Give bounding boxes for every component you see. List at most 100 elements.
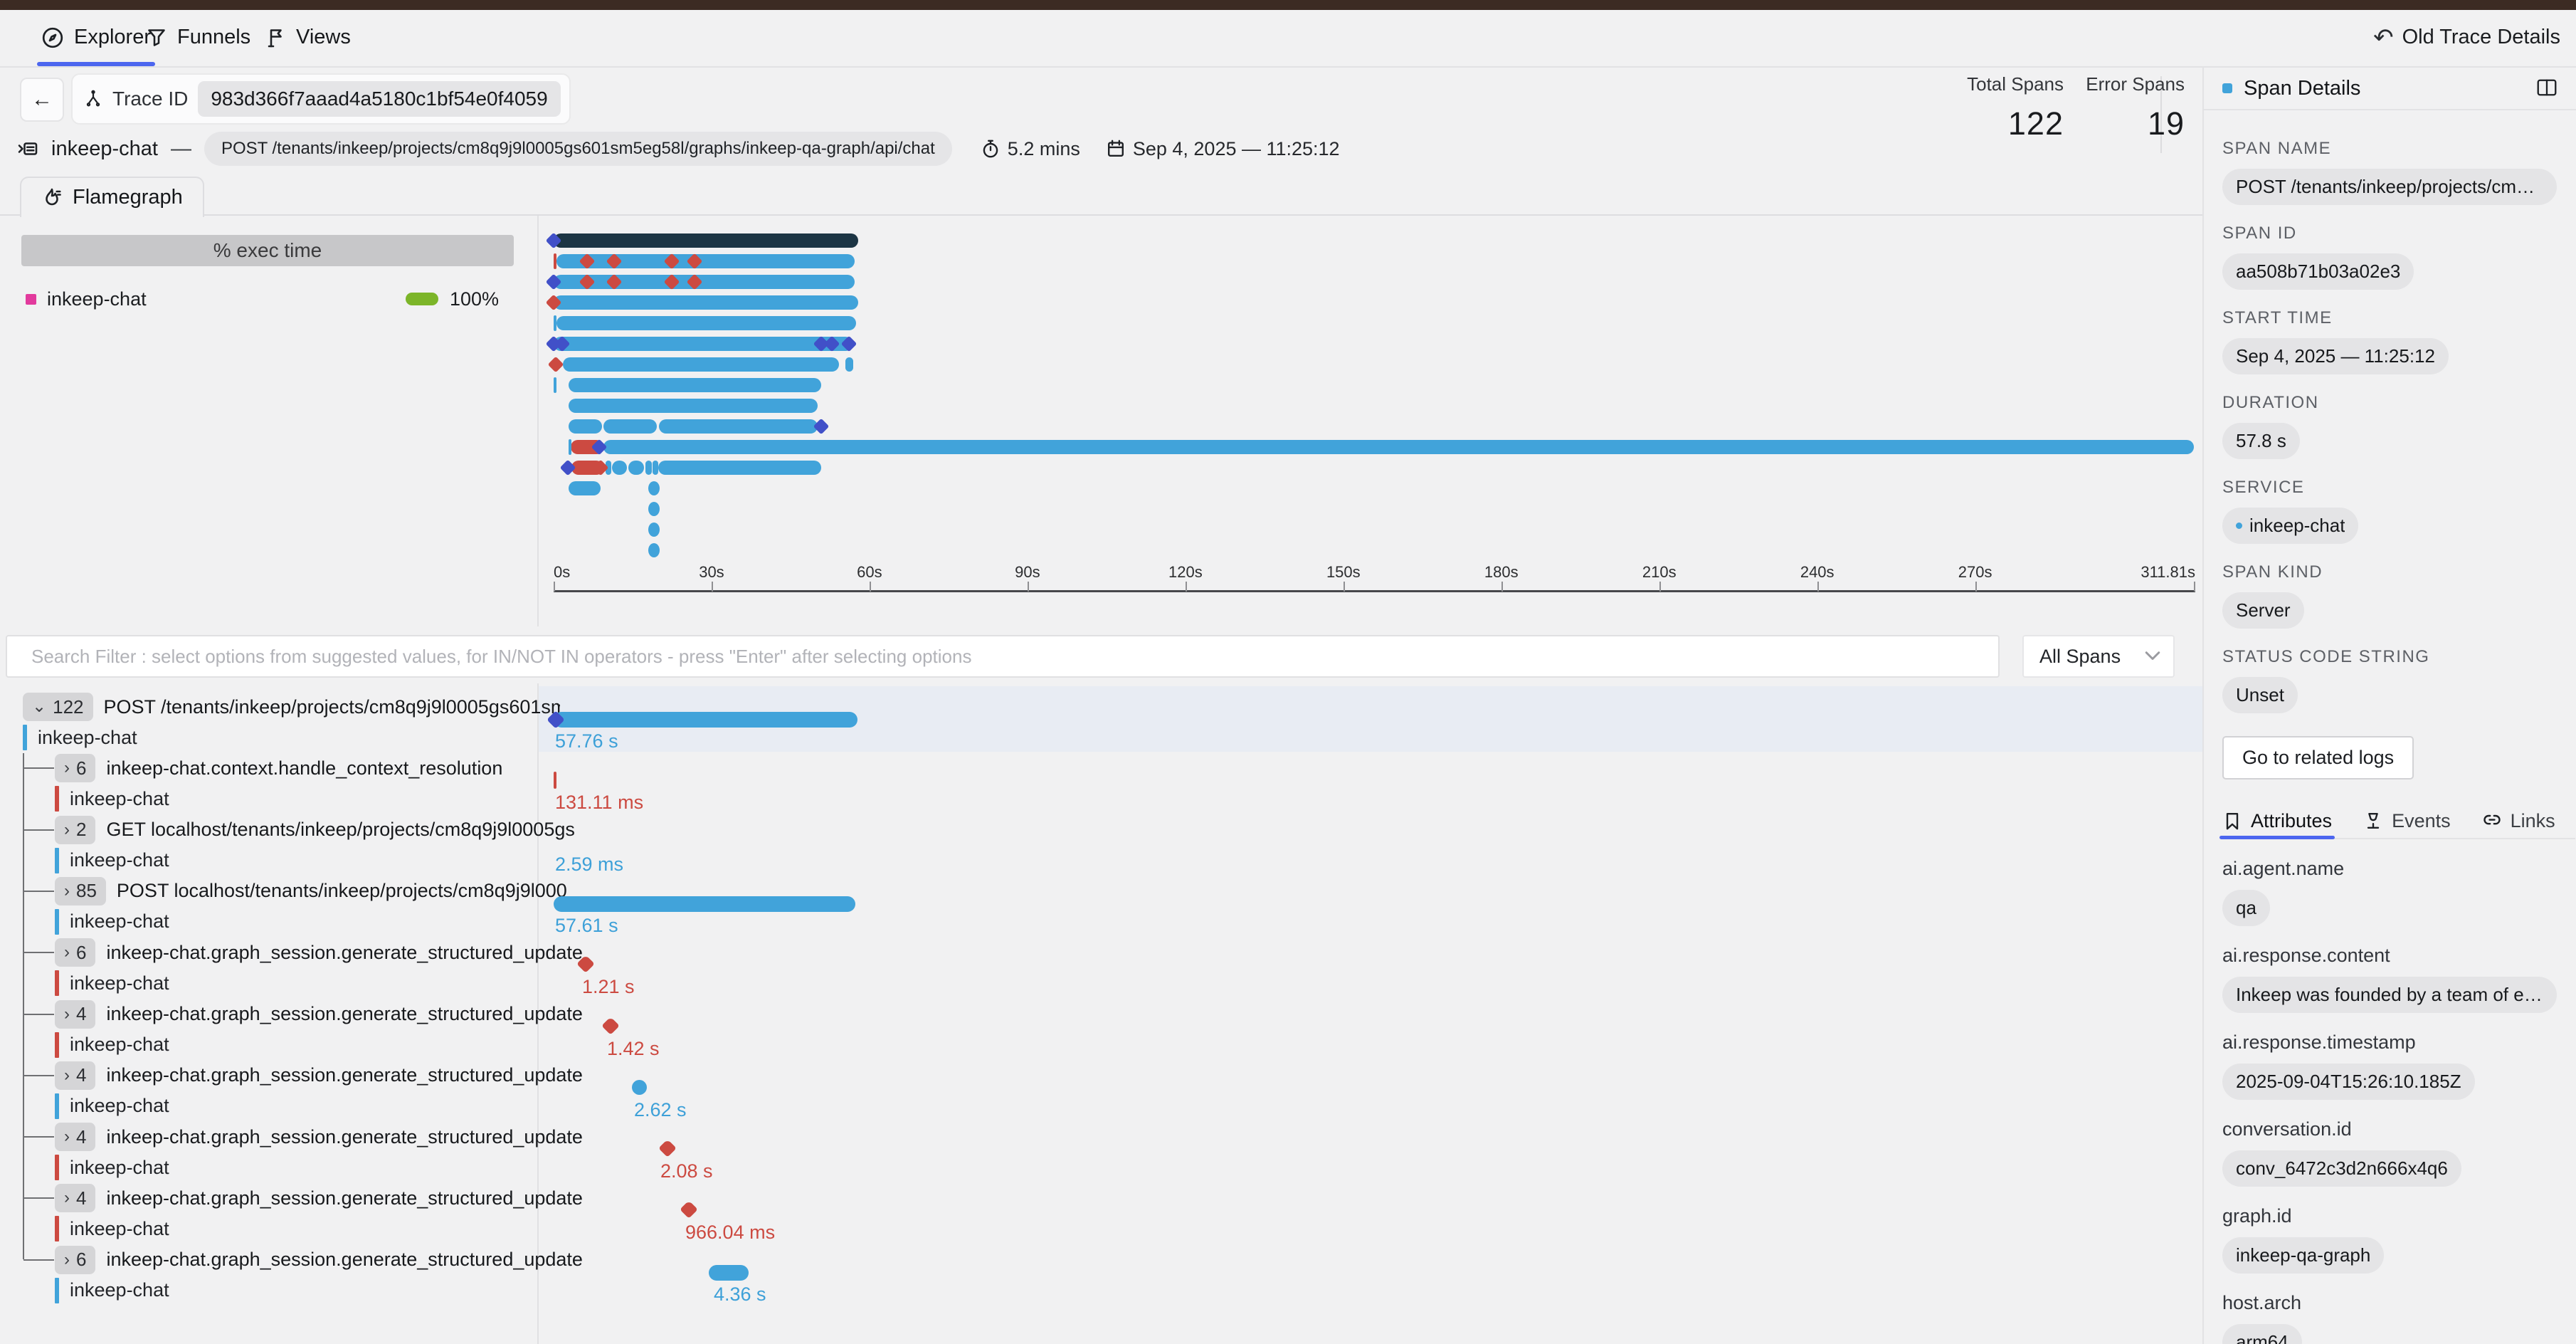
tab-flamegraph[interactable]: Flamegraph xyxy=(20,177,204,217)
span-count: 85 xyxy=(76,880,97,902)
flame-span-bar[interactable] xyxy=(554,337,852,351)
flame-span-bar[interactable] xyxy=(554,275,855,289)
span-row[interactable]: › 6 inkeep-chat.context.handle_context_res… xyxy=(0,752,592,784)
flame-span-bar[interactable] xyxy=(568,481,601,495)
flame-span-dot[interactable] xyxy=(648,502,660,516)
span-row[interactable]: › 4 inkeep-chat.graph_session.generate_str… xyxy=(0,1182,592,1214)
span-status-bar xyxy=(55,1155,59,1181)
duration-marker-tick[interactable] xyxy=(554,772,556,789)
span-status-bar xyxy=(55,847,59,873)
span-count-badge[interactable]: › 4 xyxy=(55,1184,96,1213)
span-count-badge[interactable]: › 85 xyxy=(55,876,106,905)
flame-span-bar[interactable] xyxy=(568,378,821,392)
flame-span-dot[interactable] xyxy=(648,543,660,557)
tab-views[interactable]: Views xyxy=(265,10,351,65)
flame-span-bar[interactable] xyxy=(645,461,652,475)
span-name: inkeep-chat.graph_session.generate_struc… xyxy=(106,1187,583,1209)
span-count-badge[interactable]: › 2 xyxy=(55,815,96,844)
old-trace-details-link[interactable]: ↶ Old Trace Details xyxy=(2373,10,2560,65)
flame-span-bar[interactable] xyxy=(554,233,858,248)
span-count-badge[interactable]: › 6 xyxy=(55,938,96,967)
span-row[interactable]: › 6 inkeep-chat.graph_session.generate_str… xyxy=(0,936,592,969)
back-button[interactable]: ← xyxy=(20,78,64,122)
tab-funnels[interactable]: Funnels xyxy=(146,10,250,65)
tab-explorer[interactable]: Explorer xyxy=(37,10,155,66)
trace-duration: 5.2 mins xyxy=(1007,137,1080,159)
span-row[interactable]: › 4 inkeep-chat.graph_session.generate_str… xyxy=(0,1120,592,1153)
span-service-name: inkeep-chat xyxy=(38,726,137,748)
flame-span-tick[interactable] xyxy=(554,377,556,393)
span-count-badge[interactable]: › 4 xyxy=(55,1061,96,1090)
span-list-divider xyxy=(537,683,539,1344)
flame-span-tick[interactable] xyxy=(554,315,556,331)
attribute-value-pill: inkeep-qa-graph xyxy=(2222,1237,2385,1274)
details-tab-events[interactable]: Events xyxy=(2363,804,2451,838)
main-nav: Explorer Funnels Views ↶ Old Trace Detai… xyxy=(0,10,2576,68)
trace-id-value[interactable]: 983d366f7aaad4a5180c1bf54e0f4059 xyxy=(198,81,561,117)
span-count-badge[interactable]: › 4 xyxy=(55,999,96,1029)
span-status-bar xyxy=(55,970,59,997)
axis-tick-label: 180s xyxy=(1484,563,1519,581)
duration-marker-diamond[interactable] xyxy=(658,1139,677,1157)
span-row[interactable]: › 85 POST localhost/tenants/inkeep/project… xyxy=(0,875,592,908)
span-duration-label: 1.42 s xyxy=(607,1037,660,1059)
flame-span-bar[interactable] xyxy=(628,461,645,475)
span-row[interactable]: › 4 inkeep-chat.graph_session.generate_str… xyxy=(0,1059,592,1092)
duration-marker-pill[interactable] xyxy=(709,1264,749,1281)
flame-span-tick[interactable] xyxy=(554,253,556,269)
span-scope-select[interactable]: All Spans xyxy=(2022,635,2175,678)
span-row[interactable]: › 4 inkeep-chat.graph_session.generate_str… xyxy=(0,998,592,1031)
span-service-name: inkeep-chat xyxy=(70,972,169,994)
flame-span-bar[interactable] xyxy=(563,357,839,372)
flame-row xyxy=(554,459,2195,476)
flame-span-bar[interactable] xyxy=(568,419,603,434)
flame-span-tick[interactable] xyxy=(568,439,571,455)
span-count-badge[interactable]: › 6 xyxy=(55,754,96,783)
details-tab-label: Attributes xyxy=(2251,809,2333,831)
span-status-bar xyxy=(55,1093,59,1119)
flame-span-bar[interactable] xyxy=(658,461,821,475)
flame-span-dot[interactable] xyxy=(648,523,660,537)
duration-marker-diamond[interactable] xyxy=(576,955,595,973)
span-row[interactable]: › 6 inkeep-chat.graph_session.generate_str… xyxy=(0,1244,592,1276)
details-tab-links[interactable]: Links xyxy=(2482,804,2555,838)
duration-marker-diamond[interactable] xyxy=(601,1016,620,1035)
flame-span-bar[interactable] xyxy=(658,419,818,434)
flame-span-bar[interactable] xyxy=(556,316,856,330)
span-count: 122 xyxy=(53,695,84,718)
flame-span-bar[interactable] xyxy=(603,419,657,434)
section-divider xyxy=(0,214,2202,216)
duration-bar[interactable] xyxy=(554,712,857,728)
details-tab-attributes[interactable]: Attributes xyxy=(2219,804,2335,839)
span-count-badge[interactable]: › 4 xyxy=(55,1123,96,1152)
flame-span-bar[interactable] xyxy=(568,399,818,413)
flame-span-bar[interactable] xyxy=(603,440,2195,454)
search-filter-input[interactable] xyxy=(6,635,2000,678)
panel-columns-icon[interactable] xyxy=(2536,78,2557,98)
flame-span-bar[interactable] xyxy=(556,254,855,268)
span-service-row: inkeep-chat xyxy=(0,1276,169,1305)
time-axis: 0s 30s 60s 90s 120s 150s 180s 210s 240s 270s 311.8… xyxy=(554,563,2195,594)
exec-time-header[interactable]: % exec time xyxy=(21,235,514,266)
flamegraph-legend[interactable]: inkeep-chat 100% xyxy=(26,285,517,314)
flame-span-bar[interactable] xyxy=(845,357,853,372)
span-details-panel: Span Details SPAN NAME POST /tenants/inke… xyxy=(2202,68,2576,1344)
flame-span-bar[interactable] xyxy=(653,461,659,475)
span-count-badge[interactable]: ⌄ 122 xyxy=(23,693,93,721)
flame-event-diamond[interactable] xyxy=(547,356,564,373)
span-row[interactable]: ⌄ 122 POST /tenants/inkeep/projects/cm8q9j… xyxy=(0,691,560,723)
attribute-value-pill: arm64 xyxy=(2222,1324,2302,1344)
flame-span-dot[interactable] xyxy=(648,481,660,495)
flame-row xyxy=(554,502,2195,516)
flame-span-bar[interactable] xyxy=(612,461,627,475)
flame-span-bar[interactable] xyxy=(554,295,858,310)
span-name: inkeep-chat.graph_session.generate_struc… xyxy=(106,1125,583,1148)
duration-marker-dot[interactable] xyxy=(632,1079,647,1095)
go-to-related-logs-button[interactable]: Go to related logs xyxy=(2222,736,2414,779)
events-flag-icon xyxy=(2363,811,2383,831)
span-row[interactable]: › 2 GET localhost/tenants/inkeep/projects/… xyxy=(0,814,592,846)
span-count-badge[interactable]: › 6 xyxy=(55,1245,96,1274)
duration-marker-diamond[interactable] xyxy=(680,1200,698,1219)
duration-bar[interactable] xyxy=(554,896,855,912)
trace-header: ← Trace ID 983d366f7aaad4a5180c1bf54e0f4… xyxy=(0,68,2202,174)
